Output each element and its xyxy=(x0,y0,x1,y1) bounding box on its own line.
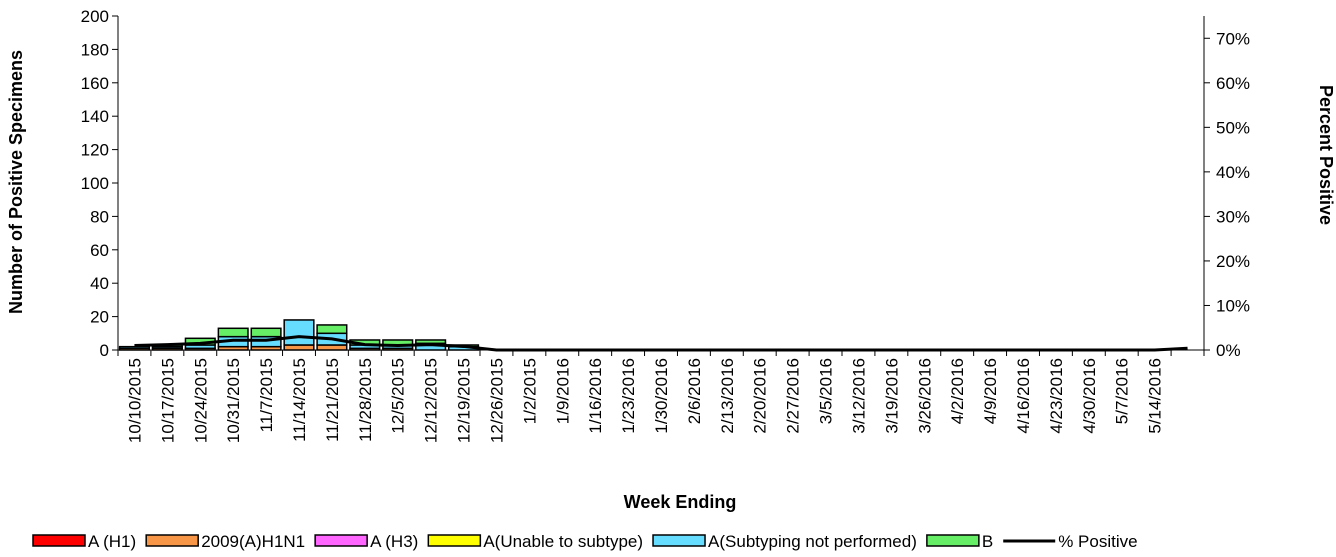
y-axis-title: Number of Positive Specimens xyxy=(6,50,26,314)
legend-label: % Positive xyxy=(1058,532,1137,551)
legend: A (H1) 2009(A)H1N1 A (H3) A(Unable to subty… xyxy=(32,532,1138,551)
x-tick-label: 11/7/2015 xyxy=(257,358,276,432)
legend-swatch xyxy=(145,534,199,547)
x-tick-label: 5/7/2016 xyxy=(1113,358,1132,424)
y2-tick-label: 60% xyxy=(1216,74,1250,93)
x-tick-label: 1/16/2016 xyxy=(586,358,605,434)
y2-tick-label: 0% xyxy=(1216,341,1241,360)
bar-2009-a-h1n1-5 xyxy=(283,344,315,351)
axes xyxy=(117,16,1205,351)
y-tick-label: 60 xyxy=(90,241,109,260)
y-tick-label: 160 xyxy=(81,74,109,93)
x-axis-title: Week Ending xyxy=(624,492,737,512)
x-tick-label: 2/6/2016 xyxy=(685,358,704,424)
legend-swatch xyxy=(314,534,368,547)
y2-axis-ticks: 0% 10% 20% 30% 40% 50% 60% 70% xyxy=(1204,29,1250,360)
x-tick-label: 2/13/2016 xyxy=(718,358,737,434)
legend-label: 2009(A)H1N1 xyxy=(201,532,305,551)
x-tick-label: 10/10/2015 xyxy=(125,358,144,443)
legend-label: A(Subtyping not performed) xyxy=(708,532,917,551)
y-axis-ticks: 0 20 40 60 80 100 120 140 160 180 200 xyxy=(81,7,118,360)
x-axis-ticks: 10/10/2015 10/17/2015 10/24/2015 10/31/2015… xyxy=(117,350,1205,443)
legend-swatch xyxy=(427,534,482,547)
x-tick-label: 4/16/2016 xyxy=(1014,358,1033,434)
bar-b-4 xyxy=(250,327,282,338)
legend-swatch xyxy=(32,534,86,547)
x-tick-label: 1/23/2016 xyxy=(619,358,638,434)
y-tick-label: 200 xyxy=(81,7,109,26)
y2-tick-label: 20% xyxy=(1216,252,1250,271)
y2-tick-label: 40% xyxy=(1216,163,1250,182)
y-tick-label: 100 xyxy=(81,174,109,193)
y2-tick-label: 70% xyxy=(1216,29,1250,48)
x-tick-label: 2/20/2016 xyxy=(751,358,770,434)
legend-swatch xyxy=(652,534,706,547)
x-tick-label: 3/12/2016 xyxy=(849,358,868,434)
x-tick-label: 4/9/2016 xyxy=(981,358,1000,424)
y-tick-label: 0 xyxy=(100,341,109,360)
y-tick-label: 180 xyxy=(81,40,109,59)
y2-axis-title: Percent Positive xyxy=(1316,85,1336,225)
x-tick-label: 3/26/2016 xyxy=(915,358,934,434)
y2-tick-label: 30% xyxy=(1216,207,1250,226)
x-tick-label: 12/12/2015 xyxy=(422,358,441,443)
y-tick-label: 140 xyxy=(81,107,109,126)
y-tick-label: 40 xyxy=(90,274,109,293)
y2-tick-label: 50% xyxy=(1216,118,1250,137)
bar-a-subtyping-not-performed--0 xyxy=(118,345,151,350)
x-tick-label: 11/21/2015 xyxy=(323,358,342,442)
x-tick-label: 12/5/2015 xyxy=(389,358,408,434)
x-tick-label: 12/26/2015 xyxy=(487,358,506,443)
y-tick-label: 120 xyxy=(81,141,109,160)
bar-b-6 xyxy=(316,324,348,335)
legend-label: A (H3) xyxy=(370,532,418,551)
x-tick-label: 2/27/2016 xyxy=(784,358,803,434)
legend-label: B xyxy=(982,532,993,551)
bar-2009-a-h1n1-6 xyxy=(316,344,348,351)
x-tick-label: 5/14/2016 xyxy=(1146,358,1165,434)
bar-a-subtyping-not-performed--5 xyxy=(283,319,315,346)
y2-tick-label: 10% xyxy=(1216,296,1250,315)
x-tick-label: 12/19/2015 xyxy=(455,358,474,443)
legend-label: A (H1) xyxy=(88,532,136,551)
legend-swatch xyxy=(926,534,980,547)
bar-b-3 xyxy=(217,327,249,338)
legend-label: A(Unable to subtype) xyxy=(483,532,643,551)
x-tick-label: 4/2/2016 xyxy=(948,358,967,424)
x-tick-label: 11/28/2015 xyxy=(356,358,375,442)
x-tick-label: 4/23/2016 xyxy=(1047,358,1066,434)
y-tick-label: 80 xyxy=(90,207,109,226)
x-tick-label: 4/30/2016 xyxy=(1080,358,1099,434)
bar-b-9 xyxy=(415,339,447,345)
x-tick-label: 10/17/2015 xyxy=(158,358,177,443)
x-tick-label: 3/19/2016 xyxy=(882,358,901,434)
x-tick-label: 10/24/2015 xyxy=(191,358,210,443)
y-tick-label: 20 xyxy=(90,308,109,327)
x-tick-label: 3/5/2016 xyxy=(817,358,836,424)
x-tick-label: 10/31/2015 xyxy=(224,358,243,443)
x-tick-label: 1/9/2016 xyxy=(553,358,572,424)
x-tick-label: 1/30/2016 xyxy=(652,358,671,434)
x-tick-label: 11/14/2015 xyxy=(290,358,309,442)
x-tick-label: 1/2/2015 xyxy=(520,358,539,424)
